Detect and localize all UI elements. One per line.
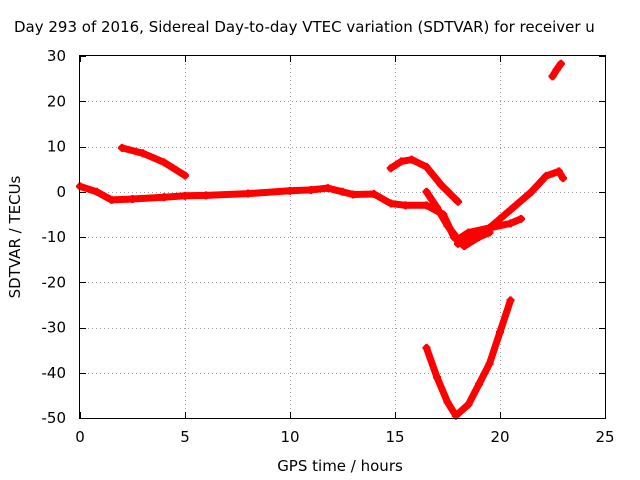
data-point: [92, 187, 101, 196]
data-point: [338, 187, 347, 196]
data-point: [527, 187, 536, 196]
data-point: [556, 59, 565, 68]
data-point: [454, 197, 462, 206]
data-point: [181, 171, 189, 180]
x-tick-label: 15: [385, 428, 404, 446]
data-point: [496, 214, 504, 223]
y-tick-label: -20: [42, 273, 67, 291]
data-point: [422, 187, 431, 196]
data-point: [506, 219, 515, 228]
y-tick-label: -10: [42, 228, 67, 246]
data-point: [506, 205, 515, 214]
data-point: [433, 373, 441, 382]
series-arc-top: [548, 59, 565, 81]
x-tick-label: 10: [280, 428, 299, 446]
y-axis-label: SDTVAR / TECUs: [6, 175, 24, 298]
tick-layer: 0 5 10 15 20 25 30 20 10 0 -10 -20 -30 -40 -50: [42, 47, 615, 446]
data-point: [139, 149, 147, 158]
data-point: [349, 190, 357, 199]
series-arc-descent: [422, 187, 525, 244]
data-point: [386, 199, 395, 208]
data-point: [422, 201, 431, 210]
data-point: [128, 194, 137, 203]
data-point: [307, 185, 315, 194]
data-point: [464, 228, 473, 237]
x-tick-label: 5: [180, 428, 190, 446]
data-point: [517, 214, 525, 223]
data-point: [370, 190, 378, 199]
series-arc-deep: [422, 296, 515, 420]
chart-title: Day 293 of 2016, Sidereal Day-to-day VTE…: [14, 18, 595, 36]
data-point: [554, 167, 563, 176]
data-point: [552, 65, 561, 74]
series-arc-early: [118, 143, 189, 180]
data-point: [485, 223, 494, 232]
y-tick-label: 0: [56, 183, 66, 201]
data-point: [397, 157, 406, 166]
data-point: [181, 191, 189, 200]
data-point: [542, 171, 551, 180]
data-point: [464, 400, 473, 409]
series-layer: [76, 59, 567, 420]
data-point: [407, 155, 416, 164]
x-axis-label: GPS time / hours: [277, 457, 403, 475]
series-arc-bump: [386, 155, 462, 206]
x-tick-label: 0: [75, 428, 85, 446]
data-point: [118, 143, 126, 152]
data-point: [160, 158, 168, 167]
data-point: [475, 380, 483, 389]
y-tick-label: 20: [47, 92, 66, 110]
data-point: [485, 359, 494, 368]
data-point: [422, 162, 431, 171]
data-point: [323, 184, 332, 193]
x-tick-label: 20: [490, 428, 509, 446]
data-point: [286, 186, 294, 195]
data-point: [496, 328, 504, 337]
data-point: [386, 164, 395, 173]
data-point: [160, 193, 168, 202]
data-point: [107, 195, 116, 204]
x-tick-label: 25: [595, 428, 614, 446]
y-tick-label: 10: [47, 138, 66, 156]
data-point: [202, 191, 210, 200]
data-point: [401, 201, 410, 210]
data-point: [506, 296, 515, 305]
data-point: [244, 189, 252, 198]
data-point: [548, 72, 557, 81]
series-line: [118, 144, 189, 179]
data-point: [422, 343, 431, 352]
y-tick-label: -30: [42, 319, 67, 337]
data-point: [443, 221, 452, 230]
series-arc-rise: [454, 167, 567, 248]
plot-frame: [79, 55, 606, 419]
data-point: [443, 398, 452, 407]
data-point: [454, 239, 462, 248]
y-tick-label: 30: [47, 47, 66, 65]
y-tick-label: -40: [42, 364, 67, 382]
data-point: [475, 230, 483, 239]
y-tick-label: -50: [42, 409, 67, 427]
series-line: [423, 296, 514, 420]
grid-layer: [80, 56, 605, 418]
data-point: [559, 174, 567, 183]
data-point: [437, 180, 446, 189]
data-point: [433, 203, 441, 212]
